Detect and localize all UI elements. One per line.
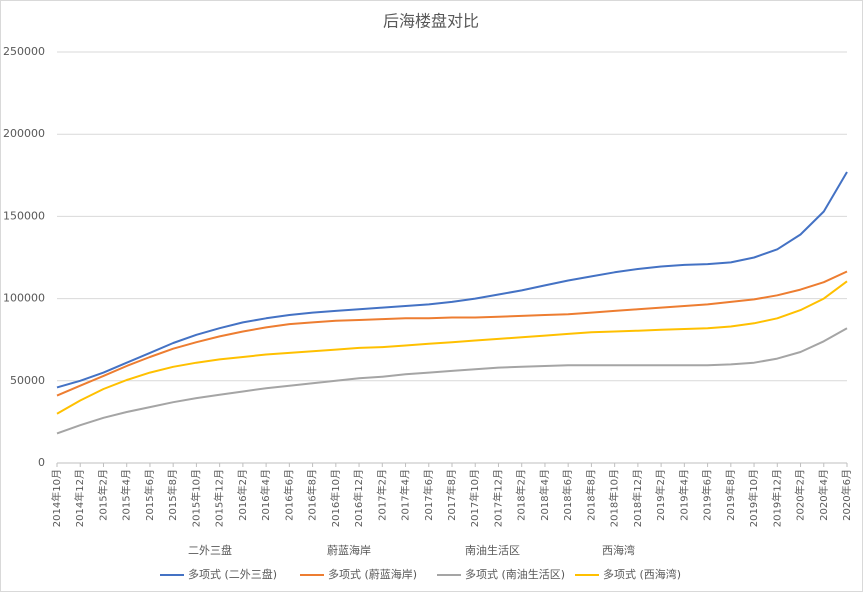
x-tick-label: 2018年8月 [584,469,597,521]
chart-title: 后海楼盘对比 [383,12,479,31]
x-tick-label: 2016年2月 [236,469,249,521]
legend-label: 二外三盘 [188,543,232,557]
y-tick-label: 250000 [3,45,45,58]
x-tick-label: 2017年4月 [399,469,412,521]
x-tick-label: 2019年4月 [677,469,690,521]
x-tick-label: 2018年12月 [631,469,644,527]
x-tick-label: 2016年6月 [282,469,295,521]
x-tick-label: 2019年2月 [654,469,667,521]
x-tick-label: 2019年8月 [724,469,737,521]
trend-line [56,327,848,435]
x-tick-label: 2017年2月 [375,469,388,521]
x-tick-label: 2018年4月 [538,469,551,521]
y-tick-label: 150000 [3,209,45,222]
x-tick-label: 2017年6月 [422,469,435,521]
legend-label: 多项式 (二外三盘) [188,567,277,581]
legend-label: 多项式 (蔚蓝海岸) [328,567,417,581]
y-tick-label: 100000 [3,292,45,305]
legend-label: 南油生活区 [465,543,520,557]
x-tick-label: 2017年8月 [445,469,458,521]
x-tick-label: 2020年6月 [840,469,853,521]
legend-label: 西海湾 [602,543,635,557]
y-tick-label: 200000 [3,127,45,140]
y-tick-label: 50000 [10,374,45,387]
x-tick-label: 2019年12月 [770,469,783,527]
legend-label: 蔚蓝海岸 [327,543,371,557]
x-tick-label: 2017年12月 [491,469,504,527]
x-tick-label: 2020年4月 [817,469,830,521]
x-tick-label: 2015年6月 [143,469,156,521]
x-tick-label: 2019年10月 [747,469,760,527]
x-tick-label: 2014年10月 [50,469,63,527]
x-tick-label: 2017年10月 [468,469,481,527]
x-tick-label: 2016年4月 [259,469,272,521]
trend-line [56,280,848,415]
x-tick-label: 2015年12月 [213,469,226,527]
x-tick-label: 2015年2月 [96,469,109,521]
x-tick-label: 2018年6月 [561,469,574,521]
legend-label: 多项式 (西海湾) [603,567,681,581]
y-tick-label: 0 [38,456,45,469]
x-tick-label: 2018年2月 [515,469,528,521]
x-tick-label: 2018年10月 [608,469,621,527]
x-tick-label: 2014年12月 [73,469,86,527]
x-tick-label: 2020年2月 [794,469,807,521]
x-tick-label: 2016年10月 [329,469,342,527]
x-tick-label: 2015年8月 [166,469,179,521]
trend-line [56,270,848,397]
x-tick-label: 2015年4月 [120,469,133,521]
x-tick-label: 2019年6月 [701,469,714,521]
legend-label: 多项式 (南油生活区) [465,567,565,581]
trend-line [56,171,848,389]
x-tick-label: 2015年10月 [189,469,202,527]
x-tick-label: 2016年8月 [306,469,319,521]
x-tick-label: 2016年12月 [352,469,365,527]
